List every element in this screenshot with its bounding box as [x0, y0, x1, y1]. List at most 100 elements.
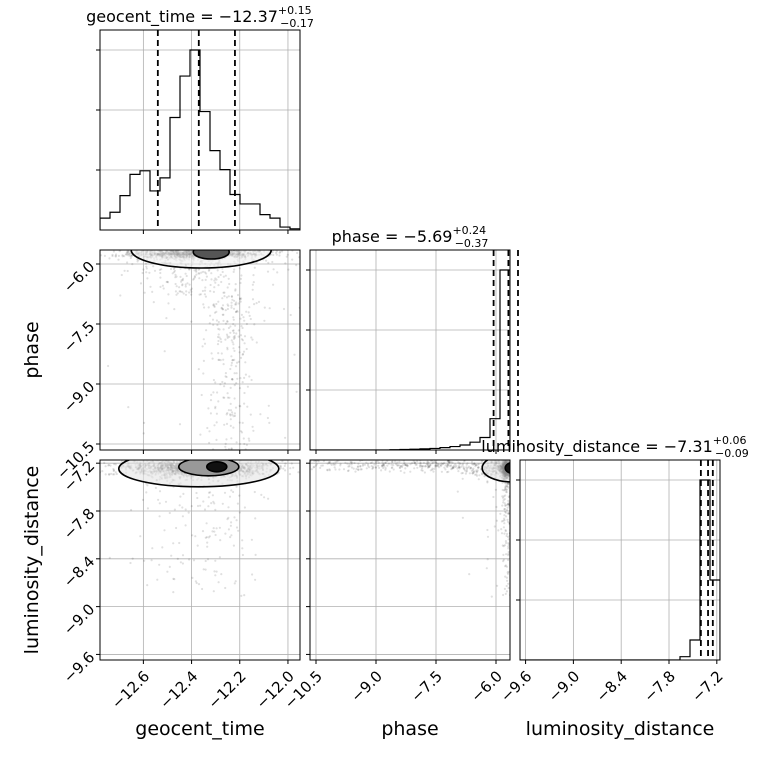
scatter-point	[502, 560, 505, 563]
scatter-point	[223, 385, 226, 388]
scatter-point	[210, 278, 213, 281]
scatter-point	[226, 247, 228, 249]
scatter-point	[231, 329, 234, 332]
scatter-point	[510, 577, 512, 579]
scatter-point	[187, 511, 190, 514]
scatter-point	[421, 469, 424, 472]
scatter-point	[188, 247, 190, 249]
scatter-point	[217, 457, 219, 459]
scatter-point	[117, 254, 120, 257]
scatter-point	[317, 460, 320, 463]
scatter-point	[117, 457, 119, 459]
scatter-point	[504, 515, 508, 518]
scatter-point	[456, 490, 459, 493]
scatter-point	[226, 348, 229, 351]
scatter-point	[386, 460, 389, 463]
scatter-point	[374, 466, 377, 469]
scatter-point	[505, 490, 508, 493]
scatter-point	[97, 248, 99, 250]
scatter-point	[229, 424, 232, 427]
scatter-point	[355, 467, 358, 471]
scatter-point	[365, 467, 368, 470]
scatter-point	[236, 310, 239, 313]
scatter-point	[510, 464, 512, 466]
scatter-point	[214, 381, 217, 384]
scatter-point	[507, 586, 510, 590]
scatter-point	[177, 247, 179, 249]
scatter-point	[446, 463, 449, 466]
scatter-point	[241, 353, 244, 356]
scatter-point	[442, 462, 445, 465]
scatter-point	[217, 300, 220, 303]
scatter-point	[234, 406, 238, 409]
scatter-point	[451, 458, 453, 460]
scatter-point	[220, 307, 223, 310]
scatter-point	[443, 466, 446, 469]
scatter-point	[184, 524, 187, 527]
scatter-point	[108, 463, 111, 467]
scatter-point	[458, 466, 461, 469]
scatter-point	[150, 246, 152, 248]
scatter-point	[108, 473, 111, 476]
scatter-point	[446, 460, 449, 463]
scatter-point	[198, 272, 201, 275]
scatter-point	[227, 304, 230, 307]
scatter-point	[508, 457, 510, 459]
scatter-point	[251, 247, 253, 249]
scatter-point	[212, 304, 215, 307]
scatter-point	[266, 416, 269, 420]
scatter-point	[439, 463, 442, 466]
scatter-point	[210, 247, 212, 249]
scatter-point	[194, 246, 196, 248]
scatter-point	[206, 558, 210, 561]
scatter-point	[390, 466, 393, 470]
scatter-point	[188, 246, 190, 248]
scatter-point	[497, 529, 500, 532]
scatter-point	[502, 519, 505, 523]
scatter-point	[190, 247, 192, 249]
scatter-point	[368, 466, 371, 469]
scatter-point	[511, 472, 513, 474]
scatter-point	[223, 396, 226, 399]
scatter-point	[467, 465, 470, 468]
scatter-point	[240, 274, 243, 277]
scatter-point	[183, 246, 185, 248]
scatter-point	[420, 469, 423, 472]
scatter-point	[234, 324, 237, 327]
scatter-point	[235, 485, 238, 488]
scatter-point	[167, 293, 170, 296]
scatter-point	[141, 247, 143, 249]
scatter-point	[349, 460, 352, 463]
scatter-point	[433, 467, 436, 470]
scatter-point	[231, 359, 234, 362]
scatter-point	[515, 469, 517, 471]
scatter-point	[188, 283, 191, 286]
scatter-point	[319, 466, 322, 469]
scatter-point	[159, 276, 162, 279]
scatter-point	[214, 277, 217, 280]
scatter-point	[211, 530, 214, 533]
scatter-point	[243, 319, 246, 322]
scatter-point	[233, 516, 236, 519]
scatter-point	[326, 469, 329, 472]
scatter-point	[301, 467, 303, 469]
scatter-point	[145, 271, 148, 274]
scatter-point	[289, 467, 292, 470]
scatter-point	[230, 304, 233, 307]
scatter-point	[505, 534, 508, 538]
scatter-point	[229, 367, 232, 371]
scatter-point	[480, 460, 483, 463]
scatter-point	[287, 268, 290, 271]
scatter-point	[302, 249, 304, 251]
scatter-point	[220, 573, 223, 576]
scatter-point	[507, 482, 510, 485]
scatter-point	[312, 466, 315, 469]
scatter-point	[426, 466, 430, 469]
scatter-point	[279, 250, 282, 253]
scatter-point	[224, 338, 227, 341]
scatter-point	[226, 412, 229, 415]
scatter-point	[193, 246, 195, 248]
scatter-point	[201, 587, 204, 591]
scatter-point	[501, 544, 504, 547]
